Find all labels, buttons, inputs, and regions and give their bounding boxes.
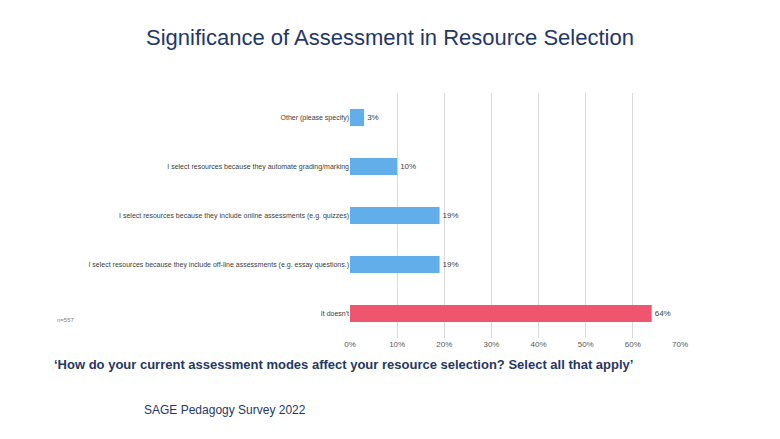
svg-text:SAGE Pedagogy Survey 2022: SAGE Pedagogy Survey 2022 — [144, 403, 306, 417]
svg-text:I select resources because the: I select resources because they include … — [119, 212, 349, 220]
svg-text:‘How do your current assessmen: ‘How do your current assessment modes af… — [54, 357, 633, 372]
svg-text:10%: 10% — [389, 340, 405, 349]
svg-text:I select resources because the: I select resources because they automate… — [167, 163, 349, 171]
svg-text:70%: 70% — [672, 340, 688, 349]
svg-text:19%: 19% — [443, 211, 459, 220]
svg-text:Other (please specify): Other (please specify) — [281, 114, 349, 122]
svg-text:19%: 19% — [443, 260, 459, 269]
svg-text:I select resources because the: I select resources because they include … — [88, 261, 349, 269]
svg-text:40%: 40% — [531, 340, 547, 349]
svg-text:3%: 3% — [367, 113, 379, 122]
svg-text:50%: 50% — [578, 340, 594, 349]
svg-text:0%: 0% — [344, 340, 356, 349]
svg-text:64%: 64% — [655, 309, 671, 318]
svg-text:n=557: n=557 — [57, 317, 75, 323]
svg-text:60%: 60% — [625, 340, 641, 349]
svg-text:30%: 30% — [483, 340, 499, 349]
svg-text:20%: 20% — [436, 340, 452, 349]
svg-text:10%: 10% — [400, 162, 416, 171]
svg-text:Significance of Assessment in: Significance of Assessment in Resource S… — [146, 25, 634, 50]
svg-text:It doesn't: It doesn't — [321, 310, 349, 317]
